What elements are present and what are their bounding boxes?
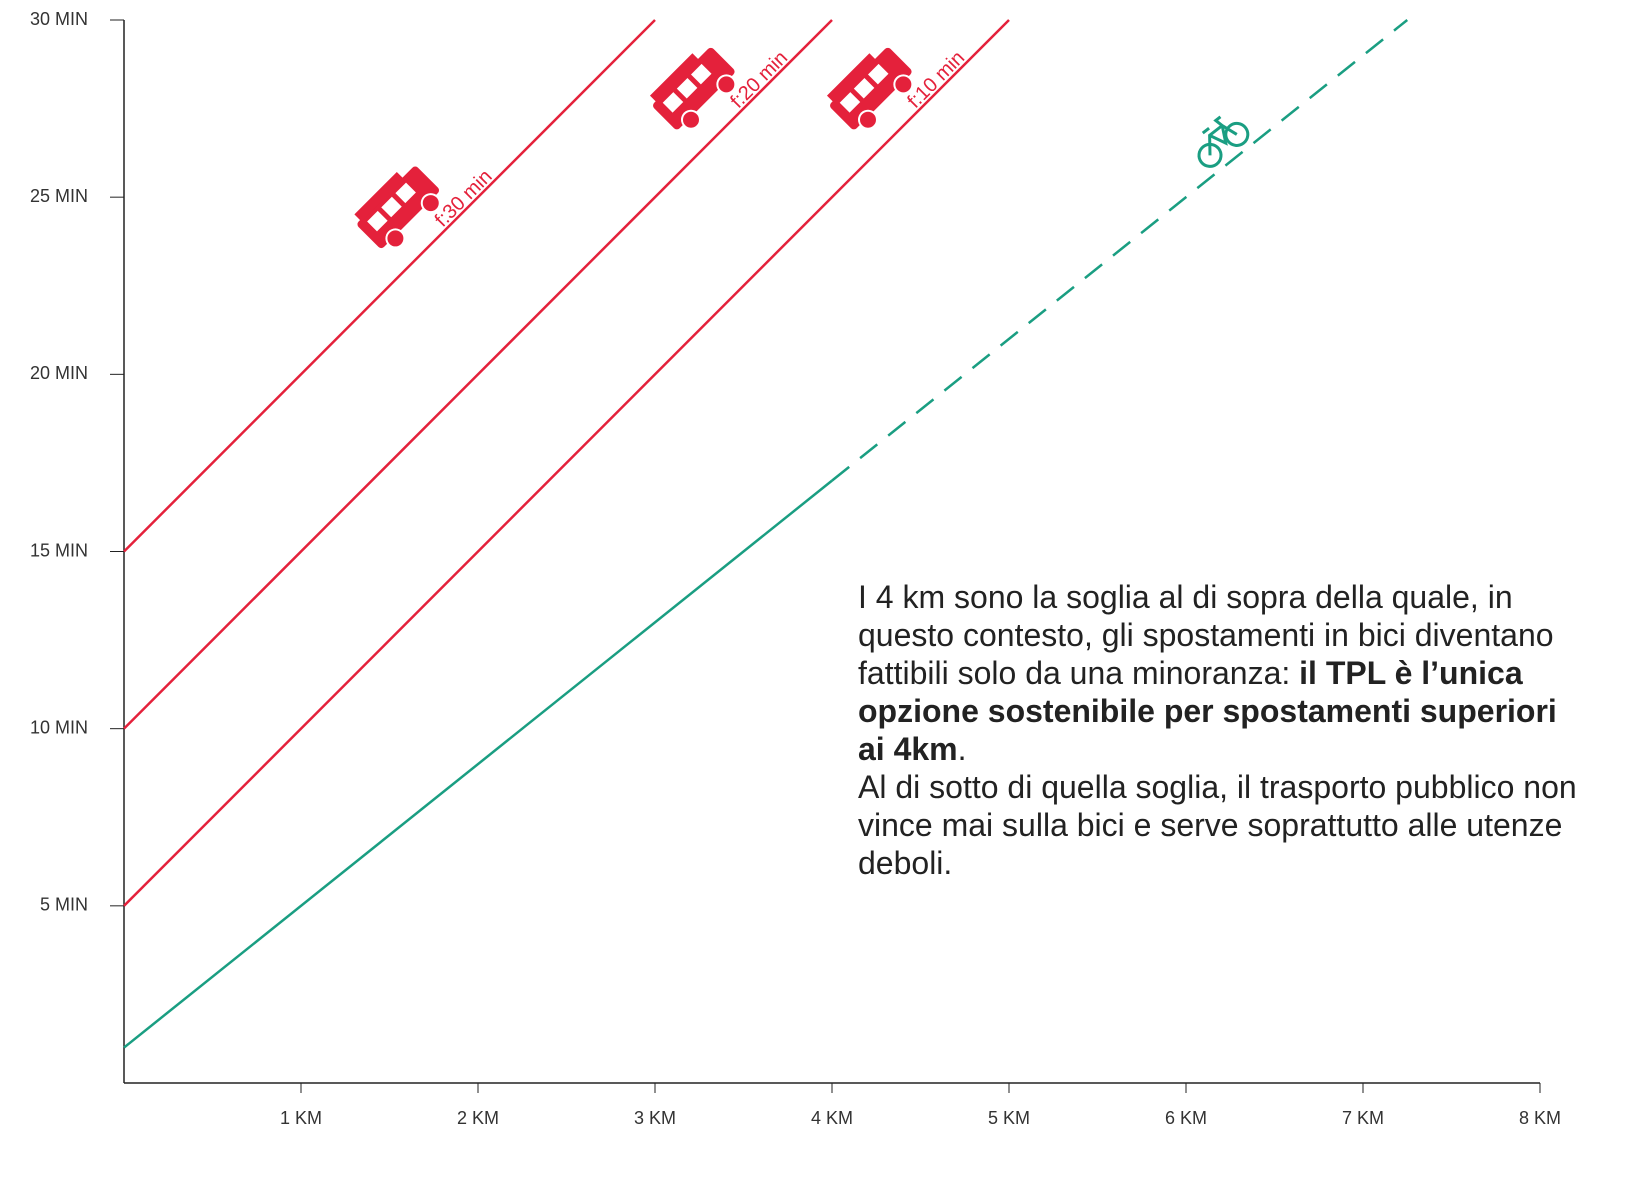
bike-wheel xyxy=(1197,142,1223,168)
bus-wheel xyxy=(895,76,912,93)
series-label: f:10 min xyxy=(903,47,969,113)
series-label: f:30 min xyxy=(431,166,497,232)
annotation-paragraph: I 4 km sono la soglia al di sopra della … xyxy=(858,578,1578,768)
y-tick-label: 5 MIN xyxy=(40,895,88,915)
x-tick-label: 2 KM xyxy=(457,1108,499,1128)
bus-wheel xyxy=(718,76,735,93)
bus-roof xyxy=(649,53,700,103)
bus-window xyxy=(839,92,861,113)
y-tick-label: 20 MIN xyxy=(30,363,88,383)
y-tick-label: 30 MIN xyxy=(30,9,88,29)
bus-roof xyxy=(354,171,404,222)
series-label: f:20 min xyxy=(726,47,792,113)
bus-wheel xyxy=(422,195,439,212)
bus-window xyxy=(690,63,712,85)
annotation-bold: il TPL è l’unica opzione sostenibile per… xyxy=(858,655,1557,767)
bus-window xyxy=(662,92,684,113)
bus-icon xyxy=(826,47,914,130)
bus-wheel xyxy=(859,111,876,128)
x-tick-label: 5 KM xyxy=(988,1108,1030,1128)
annotation: I 4 km sono la soglia al di sopra della … xyxy=(858,578,1578,882)
bus-window xyxy=(367,210,388,232)
bus-wheel xyxy=(682,111,699,128)
y-tick-label: 10 MIN xyxy=(30,717,88,737)
x-tick-label: 3 KM xyxy=(634,1108,676,1128)
series-line xyxy=(123,19,833,730)
y-tick-label: 25 MIN xyxy=(30,186,88,206)
bus-roof xyxy=(826,53,877,103)
bike-icon xyxy=(1197,115,1250,168)
bus-wheel xyxy=(387,230,404,247)
bus-window xyxy=(381,196,402,218)
series-line xyxy=(123,19,1010,907)
series-line xyxy=(831,19,1409,482)
x-tick-label: 6 KM xyxy=(1165,1108,1207,1128)
annotation-text: I 4 km sono la soglia al di sopra della … xyxy=(858,579,1554,691)
bus-window xyxy=(853,78,875,99)
bus-icon xyxy=(649,47,737,130)
bus-window xyxy=(676,78,698,99)
series-line xyxy=(123,19,656,553)
bike-frame xyxy=(1201,115,1238,156)
bus-window xyxy=(395,182,416,204)
x-tick-label: 1 KM xyxy=(280,1108,322,1128)
bike-wheel xyxy=(1224,121,1250,147)
x-tick-label: 4 KM xyxy=(811,1108,853,1128)
bus-window xyxy=(867,63,889,85)
annotation-paragraph: Al di sotto di quella soglia, il traspor… xyxy=(858,768,1578,882)
y-tick-label: 15 MIN xyxy=(30,540,88,560)
annotation-text: Al di sotto di quella soglia, il traspor… xyxy=(858,769,1577,881)
series-line xyxy=(123,479,833,1049)
x-tick-label: 7 KM xyxy=(1342,1108,1384,1128)
bus-icon xyxy=(354,166,441,249)
annotation-text: . xyxy=(957,731,967,767)
x-tick-label: 8 KM xyxy=(1519,1108,1561,1128)
